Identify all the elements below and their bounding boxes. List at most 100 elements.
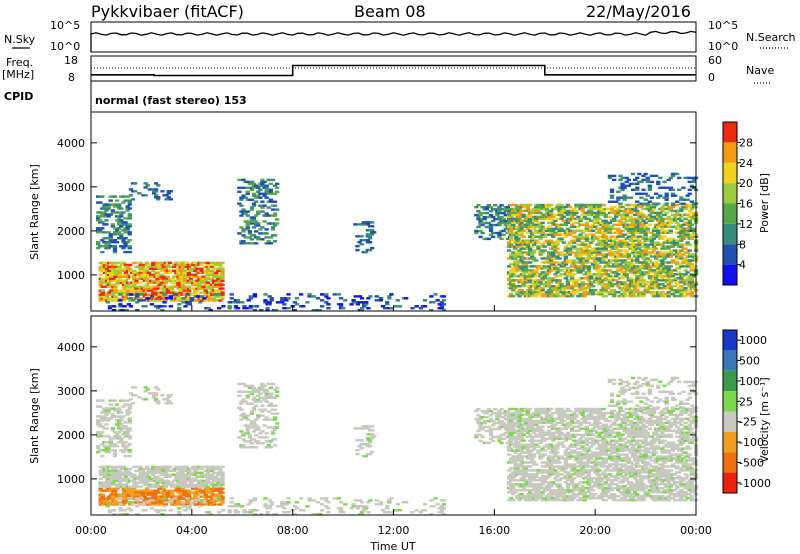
echo-cell <box>96 445 101 448</box>
echo-cell <box>156 184 161 187</box>
echo-cell <box>212 299 217 302</box>
echo-cell <box>387 295 392 298</box>
echo-cell <box>591 223 596 226</box>
echo-cell <box>153 295 158 298</box>
echo-cell <box>117 203 122 206</box>
echo-cell <box>614 215 619 219</box>
echo-cell <box>188 471 194 474</box>
echo-cell <box>264 416 269 419</box>
echo-cell <box>534 223 539 226</box>
echo-cell <box>212 285 217 288</box>
echo-cell <box>664 211 669 215</box>
echo-cell <box>542 229 547 232</box>
echo-cell <box>570 279 575 282</box>
echo-cell <box>599 253 604 256</box>
echo-cell <box>654 174 659 178</box>
echo-cell <box>499 204 504 207</box>
echo-cell <box>125 277 131 280</box>
echo-cell <box>620 241 625 244</box>
echo-cell <box>609 245 615 248</box>
echo-cell <box>599 275 604 278</box>
echo-cell <box>178 477 183 480</box>
echo-cell <box>216 471 221 474</box>
echo-cell <box>270 226 276 229</box>
echo-cell <box>532 251 537 254</box>
echo-cell <box>675 172 680 176</box>
echo-cell <box>112 431 118 434</box>
echo-cell <box>366 297 371 300</box>
echo-cell <box>639 192 644 195</box>
echo-cell <box>620 205 625 209</box>
echo-cell <box>486 408 492 411</box>
echo-cell <box>251 218 257 221</box>
echo-cell <box>155 285 160 288</box>
echo-cell <box>359 297 365 300</box>
echo-cell <box>123 441 128 444</box>
echo-cell <box>113 479 118 482</box>
echo-cell <box>687 253 692 256</box>
echo-cell <box>664 217 669 221</box>
echo-cell <box>216 465 221 469</box>
echo-cell <box>649 255 655 258</box>
echo-cell <box>593 211 598 215</box>
echo-cell <box>264 400 269 403</box>
echo-cell <box>628 281 634 284</box>
echo-cell <box>591 247 596 250</box>
echo-cell <box>193 275 198 278</box>
echo-cell <box>563 255 568 258</box>
echo-cell <box>603 271 608 274</box>
echo-cell <box>100 499 105 502</box>
echo-cell <box>670 174 676 178</box>
echo-cell <box>689 237 694 240</box>
echo-cell <box>138 495 143 498</box>
echo-cell <box>102 481 108 484</box>
echo-cell <box>218 485 223 488</box>
echo-cell <box>256 442 261 445</box>
echo-cell <box>480 427 485 431</box>
echo-cell <box>658 215 663 219</box>
echo-cell <box>668 221 673 224</box>
echo-cell <box>586 287 592 290</box>
echo-cell <box>660 221 665 224</box>
echo-cell <box>534 259 539 262</box>
echo-cell <box>260 184 265 187</box>
echo-cell <box>542 249 547 252</box>
echo-cell <box>660 229 665 232</box>
echo-cell <box>98 423 103 426</box>
echo-cell <box>599 292 604 296</box>
echo-cell <box>622 292 627 296</box>
echo-cell <box>656 202 661 205</box>
echo-cell <box>136 273 141 276</box>
echo-cell <box>220 483 225 486</box>
ytick-label: 2000 <box>57 225 85 238</box>
echo-cell <box>683 294 688 298</box>
echo-cell <box>125 205 130 208</box>
echo-cell <box>643 283 648 286</box>
echo-cell <box>509 225 514 228</box>
echo-cell <box>239 402 244 405</box>
echo-cell <box>643 251 648 254</box>
echo-cell <box>127 429 132 432</box>
echo-cell <box>484 208 489 211</box>
echo-cell <box>186 275 192 278</box>
echo-cell <box>641 285 646 288</box>
echo-cell <box>546 233 552 236</box>
echo-cell <box>359 439 364 442</box>
echo-cell <box>553 245 558 248</box>
echo-cell <box>523 275 528 278</box>
echo-cell <box>100 454 105 458</box>
echo-cell <box>144 295 150 298</box>
echo-cell <box>513 211 518 215</box>
echo-cell <box>493 208 498 211</box>
echo-cell <box>245 222 250 225</box>
echo-cell <box>157 499 162 502</box>
echo-cell <box>542 265 547 268</box>
echo-cell <box>561 229 566 232</box>
echo-cell <box>527 217 533 221</box>
echo-cell <box>193 479 198 482</box>
echo-cell <box>404 297 409 300</box>
echo-cell <box>639 180 644 184</box>
echo-cell <box>670 241 676 244</box>
echo-cell <box>649 247 655 250</box>
echo-cell <box>128 297 134 300</box>
